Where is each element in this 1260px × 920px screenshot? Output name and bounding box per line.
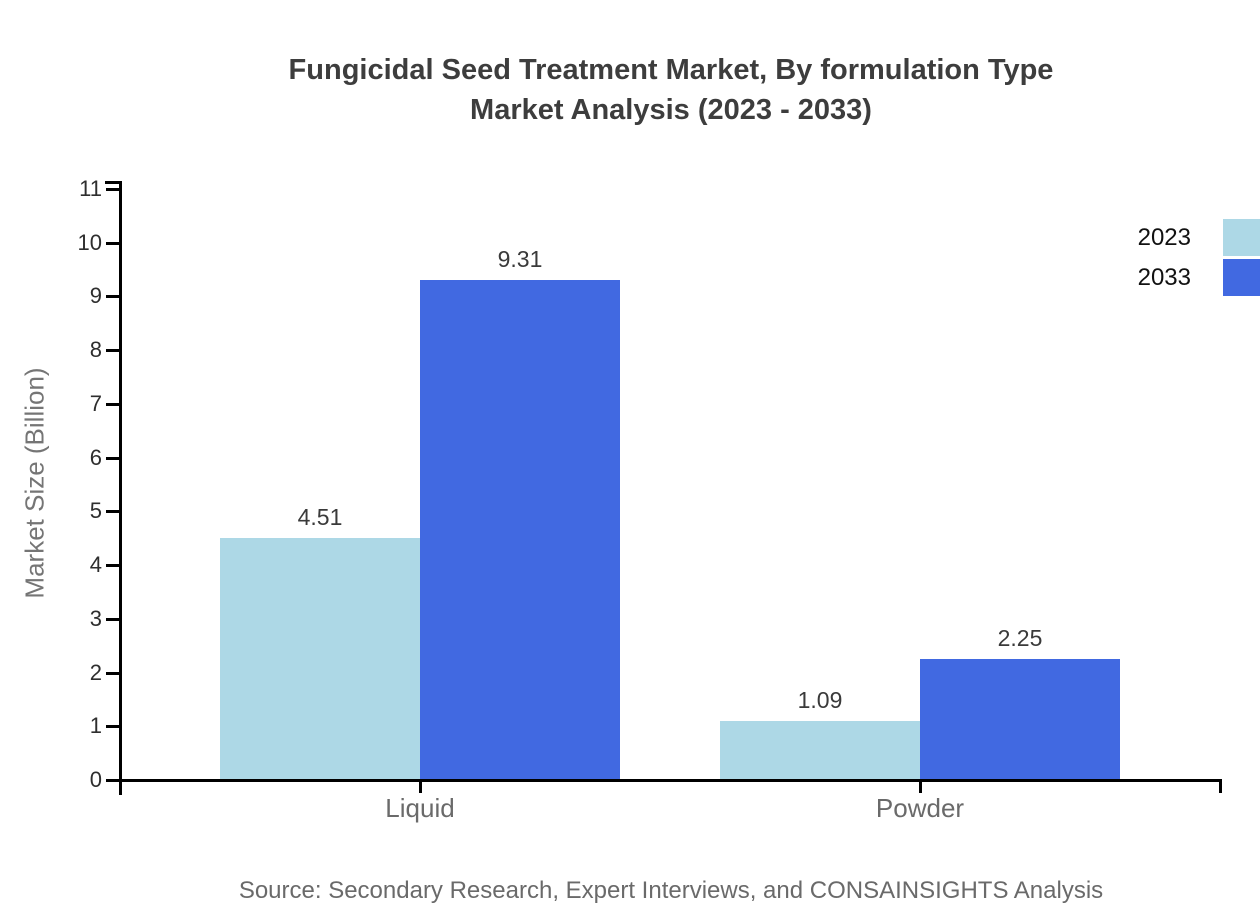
x-category-label-liquid: Liquid xyxy=(385,793,455,823)
y-axis-title: Market Size (Billion) xyxy=(19,367,50,599)
y-tick xyxy=(106,564,120,567)
y-axis-top-cap xyxy=(105,181,122,184)
y-tick xyxy=(106,457,120,460)
y-axis-line xyxy=(119,181,122,795)
legend: 2023 2033 xyxy=(1138,219,1260,299)
y-tick xyxy=(106,510,120,513)
y-tick xyxy=(106,672,120,675)
y-tick-label: 3 xyxy=(89,606,102,631)
y-tick-label: 0 xyxy=(89,767,102,792)
y-tick-label: 4 xyxy=(89,552,102,577)
bar-value-liquid-2023: 4.51 xyxy=(297,504,343,530)
x-axis-line xyxy=(119,779,1222,782)
y-tick xyxy=(106,349,120,352)
x-axis-end-tick xyxy=(1219,779,1222,793)
y-tick-label: 7 xyxy=(89,391,102,416)
y-tick xyxy=(106,242,120,245)
legend-swatch-2033 xyxy=(1223,259,1260,296)
bar-liquid-2033 xyxy=(420,280,620,779)
source-note: Source: Secondary Research, Expert Inter… xyxy=(238,877,1104,904)
bar-value-liquid-2033: 9.31 xyxy=(497,246,543,272)
y-tick-label: 8 xyxy=(89,337,102,362)
y-tick xyxy=(106,779,120,782)
bar-liquid-2023 xyxy=(220,538,420,779)
y-tick-label: 6 xyxy=(89,445,102,470)
legend-item-2033: 2033 xyxy=(1138,259,1260,296)
chart-title: Fungicidal Seed Treatment Market, By for… xyxy=(120,50,1222,130)
y-tick-label: 5 xyxy=(89,498,102,523)
y-tick-label: 11 xyxy=(79,176,102,201)
bar-powder-2023 xyxy=(720,721,920,779)
x-tick xyxy=(919,779,922,793)
y-tick xyxy=(106,725,120,728)
legend-item-2023: 2023 xyxy=(1138,219,1260,256)
x-category-label-powder: Powder xyxy=(875,793,965,823)
y-tick-label: 2 xyxy=(89,660,102,685)
legend-label-2023: 2023 xyxy=(1137,223,1191,251)
bar-value-powder-2023: 1.09 xyxy=(797,687,843,713)
chart-title-line1: Fungicidal Seed Treatment Market, By for… xyxy=(288,54,1054,86)
bar-powder-2033 xyxy=(920,659,1120,779)
y-tick xyxy=(106,295,120,298)
y-tick xyxy=(106,618,120,621)
legend-label-2033: 2033 xyxy=(1137,263,1191,291)
y-tick-label: 9 xyxy=(89,283,102,308)
y-tick xyxy=(106,188,120,191)
y-tick-label: 10 xyxy=(77,230,102,255)
y-tick xyxy=(106,403,120,406)
x-tick xyxy=(419,779,422,793)
y-tick-label: 1 xyxy=(89,713,102,738)
bar-value-powder-2033: 2.25 xyxy=(997,625,1043,651)
legend-swatch-2023 xyxy=(1223,219,1260,256)
chart-title-line2: Market Analysis (2023 - 2033) xyxy=(470,94,872,126)
